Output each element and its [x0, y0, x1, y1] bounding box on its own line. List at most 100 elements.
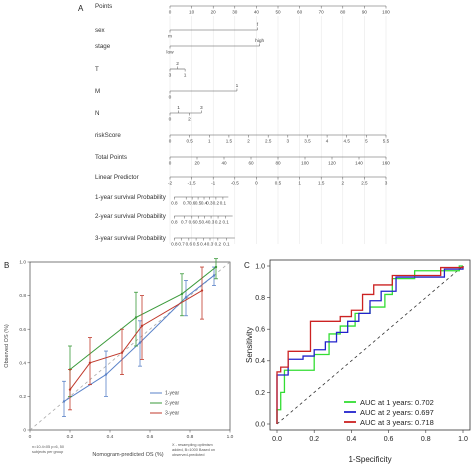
nomogram-tick-label: -2 — [168, 181, 173, 186]
nomogram-tick-label: 0.5 — [195, 220, 202, 225]
nomogram-tick-label: 0.3 — [206, 201, 213, 206]
nomogram-tick-label: 4 — [326, 139, 329, 144]
nomogram-tick-label: -0.5 — [231, 181, 239, 186]
calibration-x-tick-label: 1.0 — [227, 434, 234, 440]
calibration-note-left: n=10.4<05 p=6, 50 subjects per group — [32, 445, 64, 454]
nomogram-level-label: low — [166, 50, 174, 56]
calibration-point — [120, 351, 124, 354]
nomogram-tick-label: 0.8 — [171, 220, 178, 225]
calibration-point — [214, 265, 218, 269]
calibration-point — [184, 296, 188, 299]
calibration-y-tick-label: 0.6 — [19, 327, 26, 333]
nomogram-level-label: 1 — [177, 105, 180, 111]
nomogram-tick-label: 90 — [362, 10, 368, 15]
nomogram-tick-label: 0.6 — [189, 201, 196, 206]
nomogram-tick-label: 0.5 — [186, 139, 193, 144]
nomogram-tick-label: 0.2 — [213, 201, 220, 206]
calibration-x-tick-label: 0.4 — [107, 434, 114, 440]
nomogram-tick-label: 40 — [221, 161, 227, 166]
roc-legend-label: AUC at 2 years: 0.697 — [360, 408, 434, 417]
roc-y-tick-label: 0.4 — [255, 358, 265, 365]
calibration-line-2-year — [69, 266, 217, 370]
roc-legend-label: AUC at 1 years: 0.702 — [360, 398, 434, 407]
roc-x-tick-label: 0.4 — [347, 436, 357, 443]
nomogram-tick-label: 0.8 — [171, 242, 178, 247]
calibration-point — [140, 324, 144, 328]
roc-legend-label: AUC at 3 years: 0.718 — [360, 418, 434, 427]
nomogram-tick-label: 80 — [340, 10, 346, 15]
nomogram-tick-label: 0.7 — [183, 201, 190, 206]
calibration-point — [180, 292, 184, 296]
calibration-axes: 0 0.2 0.4 0.6 0.8 1.0 0 0.2 0.4 0.6 0.8 1.0 — [19, 260, 233, 440]
panel-label-b: B — [4, 261, 9, 270]
nomogram-row-label: 3-year survival Probability — [95, 235, 167, 242]
nomogram-tick-label: 100 — [301, 161, 309, 166]
nomogram-tick-label: 0.7 — [178, 242, 185, 247]
nomogram-level-label: 1 — [184, 73, 187, 79]
nomogram-row-label: stage — [95, 43, 111, 50]
calibration-x-tick-label: 0.2 — [67, 434, 74, 440]
nomogram-row-label: Total Points — [95, 154, 127, 161]
roc-xlabel: 1-Specificity — [348, 455, 391, 464]
nomogram-row-label: 1-year survival Probability — [95, 194, 167, 201]
nomogram-tick-label: -1.5 — [188, 181, 196, 186]
nomogram-tick-label: 0.3 — [207, 242, 214, 247]
nomogram-tick-label: 0 — [169, 139, 172, 144]
calibration-legend-label: 2-year — [165, 401, 180, 407]
nomogram-row-label: Points — [95, 3, 112, 10]
nomogram-tick-label: 2.5 — [361, 181, 368, 186]
panel-label-a: A — [78, 4, 84, 13]
calibration-plot-frame — [29, 261, 231, 431]
roc-x-tick-label: 0.2 — [309, 436, 319, 443]
calibration-ideal-line — [29, 261, 231, 431]
panel-label-c: C — [244, 261, 250, 270]
nomogram-tick-label: 70 — [319, 10, 325, 15]
nomogram-level-label: 0 — [169, 117, 172, 123]
nomogram-tick-label: 4.5 — [344, 139, 351, 144]
nomogram-tick-label: 40 — [254, 10, 260, 15]
calibration-note-right: X - resampling optimism added, B=1000 Bas… — [172, 443, 215, 457]
nomogram-tick-label: 0.5 — [195, 201, 202, 206]
roc-series — [276, 265, 464, 424]
nomogram-tick-label: 10 — [189, 10, 195, 15]
calibration-panel: B 0 0.2 0.4 0.6 0.8 1.0 0 0.2 0.4 0.6 0.8 1.0 Obser… — [4, 258, 234, 458]
nomogram-row-label: N — [95, 110, 99, 117]
calibration-xlabel: Nomogram-predicted OS (%) — [92, 452, 163, 458]
nomogram-tick-label: 2 — [247, 139, 250, 144]
nomogram-row-label: M — [95, 88, 100, 95]
nomogram-tick-label: -1 — [211, 181, 216, 186]
calibration-legend-label: 1-year — [165, 391, 180, 397]
nomogram-tick-label: 1 — [298, 181, 301, 186]
roc-plot-frame — [269, 259, 471, 431]
calibration-legend-label: 3-year — [165, 411, 180, 417]
nomogram-tick-label: 160 — [382, 161, 390, 166]
nomogram-tick-label: 0.1 — [220, 201, 227, 206]
nomogram-tick-label: 0.7 — [181, 220, 188, 225]
roc-curve — [276, 265, 463, 424]
nomogram-tick-label: 0.3 — [208, 220, 215, 225]
calibration-y-tick-label: 0 — [23, 428, 26, 434]
nomogram-tick-label: 0.5 — [275, 181, 282, 186]
nomogram-level-label: 2 — [176, 61, 179, 67]
nomogram-tick-label: 0.6 — [186, 242, 193, 247]
nomogram-row-label: Linear Predictor — [95, 174, 139, 181]
nomogram-tick-label: 60 — [248, 161, 254, 166]
nomogram-tick-label: 80 — [275, 161, 281, 166]
calibration-y-tick-label: 0.4 — [19, 360, 26, 366]
calibration-point — [212, 274, 216, 277]
calibration-x-tick-label: 0.6 — [147, 434, 154, 440]
roc-y-tick-label: 1.0 — [255, 263, 265, 270]
nomogram-level-label: 3 — [200, 105, 203, 111]
roc-y-tick-label: 0.0 — [255, 421, 265, 428]
nomogram-tick-label: 120 — [328, 161, 336, 166]
nomogram-tick-label: 20 — [211, 10, 217, 15]
nomogram-tick-label: 100 — [382, 10, 390, 15]
calibration-x-tick-label: 0.8 — [187, 434, 194, 440]
nomogram-tick-label: 0.2 — [215, 242, 222, 247]
nomogram-level-label: 2 — [188, 117, 191, 123]
calibration-point — [200, 289, 204, 292]
nomogram-tick-label: 60 — [297, 10, 303, 15]
nomogram-tick-label: 1.5 — [226, 139, 233, 144]
nomogram-level-label: 0 — [169, 95, 172, 101]
calibration-point — [104, 373, 108, 376]
